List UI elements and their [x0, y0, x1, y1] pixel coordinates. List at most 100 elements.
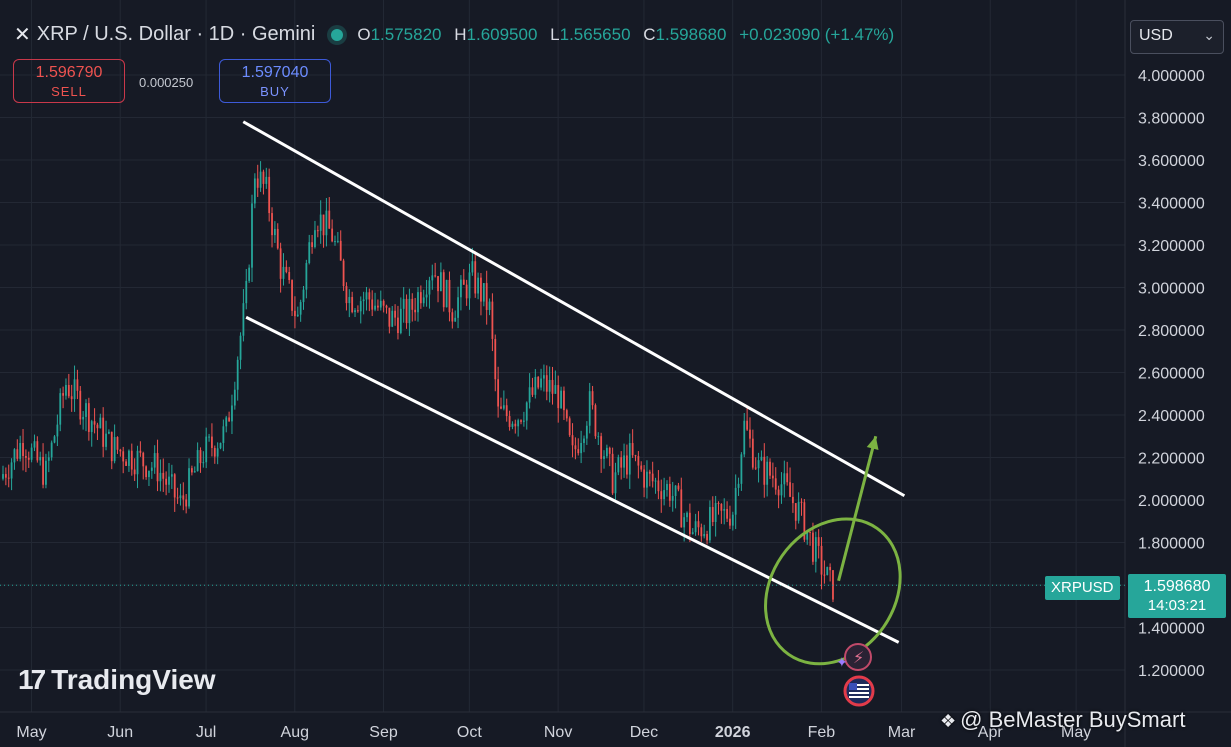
candle-body	[56, 424, 59, 437]
candle-body	[45, 460, 47, 485]
candle-body	[419, 292, 422, 304]
candle-body	[691, 532, 694, 534]
market-status-icon	[331, 28, 344, 41]
candle-body	[50, 442, 53, 458]
candle-body	[789, 482, 791, 497]
candle-body	[726, 508, 728, 519]
candle-body	[19, 442, 22, 459]
candle-body	[803, 502, 806, 540]
candle-body	[365, 292, 368, 300]
candle-body	[792, 496, 794, 504]
candle-body	[497, 379, 500, 407]
candle-body	[554, 385, 557, 394]
candle-body	[225, 417, 228, 427]
low-label: L	[550, 24, 560, 44]
candle-body	[119, 449, 122, 452]
breakout-arrow-shaft	[837, 435, 878, 582]
candle-body	[76, 379, 79, 391]
candle-body	[356, 310, 359, 312]
candle-body	[136, 450, 139, 475]
candle-body	[674, 485, 677, 496]
candle-body	[551, 379, 554, 394]
symbol-title[interactable]: XRP / U.S. Dollar · 1D · Gemini	[36, 23, 316, 45]
candle-body	[116, 437, 119, 450]
candle-body	[93, 421, 96, 425]
flag-stripe	[849, 692, 869, 694]
candle-body	[677, 485, 680, 490]
candle-body	[800, 501, 803, 503]
tradingview-logo-icon: 17	[18, 664, 46, 695]
candle-body	[545, 375, 548, 392]
candle-body	[706, 534, 708, 541]
candle-body	[797, 501, 800, 521]
candle-body	[397, 317, 399, 334]
diamond-icon: ❖	[940, 711, 957, 731]
candle-body	[731, 514, 734, 526]
candle-body	[259, 171, 262, 188]
candle-body	[308, 242, 311, 264]
drawing-overlay: ⚡✦	[0, 120, 1125, 707]
candle-body	[657, 480, 660, 492]
candle-body	[411, 298, 414, 310]
candle-body	[402, 298, 405, 309]
candle-body	[359, 301, 362, 312]
buy-button[interactable]: 1.597040 BUY	[219, 59, 331, 103]
candle-body	[405, 298, 408, 324]
candle-body	[783, 473, 786, 485]
candle-body	[543, 375, 545, 379]
time-tick-label: Jul	[196, 724, 216, 741]
candle-body	[786, 473, 789, 483]
price-tick-label: 1.400000	[1138, 621, 1205, 638]
us-flag-event-icon	[843, 675, 875, 707]
candle-body	[222, 426, 225, 443]
candle-body	[431, 275, 434, 281]
candle-body	[688, 512, 691, 534]
candle-body	[208, 436, 210, 438]
candle-body	[626, 455, 628, 475]
candle-body	[737, 483, 740, 488]
candle-body	[288, 272, 291, 281]
currency-select[interactable]: USD ⌄	[1130, 20, 1224, 54]
price-tick-label: 2.800000	[1138, 323, 1205, 340]
candle-body	[302, 289, 305, 303]
candle-body	[703, 534, 706, 537]
candle-body	[643, 469, 645, 488]
candle-body	[517, 420, 520, 427]
candle-body	[13, 449, 16, 463]
candle-body	[640, 465, 643, 470]
candle-body	[548, 379, 551, 392]
candle-body	[654, 480, 657, 482]
candle-body	[428, 280, 431, 295]
candle-body	[328, 210, 331, 229]
candle-body	[565, 410, 568, 419]
candle-body	[823, 574, 826, 576]
candle-body	[170, 474, 173, 477]
candle-body	[505, 405, 508, 417]
price-tick-label: 3.600000	[1138, 153, 1205, 170]
buy-price: 1.597040	[241, 64, 309, 81]
candle-body	[351, 297, 354, 313]
candle-body	[597, 436, 600, 438]
candle-body	[740, 454, 743, 484]
candle-body	[485, 283, 488, 310]
candle-body	[345, 286, 348, 304]
open-label: O	[357, 24, 371, 44]
price-tick-label: 3.400000	[1138, 196, 1205, 213]
candle-body	[67, 384, 70, 397]
candle-body	[757, 460, 760, 469]
candle-body	[525, 402, 528, 421]
candle-body	[279, 248, 282, 279]
close-icon[interactable]: ✕	[14, 24, 31, 46]
flag-stripe	[849, 684, 869, 686]
watermark-text: @ BeMaster BuySmart	[960, 707, 1186, 732]
candle-body	[594, 405, 597, 437]
candle-body	[122, 451, 125, 462]
time-tick-label: Feb	[808, 724, 836, 741]
candle-body	[79, 390, 82, 420]
candle-body	[434, 275, 437, 277]
sell-button[interactable]: 1.596790 SELL	[13, 59, 125, 103]
time-axis: May Jun Jul Aug Sep Oct Nov Dec 2026 Feb Mar Apr May	[16, 724, 1091, 741]
candle-body	[817, 537, 820, 546]
candle-body	[27, 457, 30, 460]
